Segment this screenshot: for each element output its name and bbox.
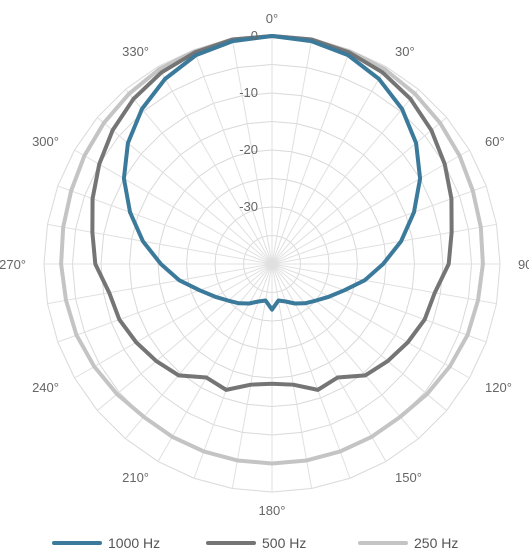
legend-swatch (206, 541, 256, 545)
grid-spoke (271, 66, 387, 265)
chart-legend: 1000 Hz 500 Hz 250 Hz (0, 532, 529, 554)
grid-spoke (125, 263, 273, 439)
angle-label: 240° (32, 380, 59, 395)
polar-grid (43, 35, 501, 493)
legend-swatch (358, 541, 408, 545)
grid-spoke (97, 263, 273, 411)
angle-label: 150° (395, 470, 422, 485)
grid-spoke (193, 49, 273, 265)
grid-spoke (57, 263, 273, 343)
radial-tick-label: -30 (239, 199, 258, 214)
grid-spoke (271, 263, 447, 411)
grid-spoke (47, 223, 273, 265)
grid-spoke (271, 263, 497, 305)
angle-label: 0° (266, 11, 278, 26)
series-line (90, 34, 454, 392)
grid-spoke (74, 149, 273, 265)
angle-label: 180° (259, 503, 286, 518)
angle-label: 90° (518, 257, 529, 272)
series-line (59, 34, 485, 466)
grid-spoke (271, 263, 387, 462)
polar-chart: 0 -10 -20 -30 0° 30° 60° 90° 120° 150° 180° 210° 240… (0, 11, 529, 518)
series-layer (59, 34, 485, 466)
grid-spoke (271, 89, 419, 265)
grid-spoke (74, 263, 273, 379)
legend-label: 250 Hz (414, 535, 459, 551)
grid-spoke (157, 263, 273, 462)
legend-item[interactable]: 250 Hz (358, 532, 458, 554)
grid-spoke (231, 39, 273, 265)
radial-tick-label: 0 (251, 28, 258, 43)
grid-spoke (157, 66, 273, 265)
radial-tick-label: -20 (239, 142, 258, 157)
angle-label: 300° (32, 134, 59, 149)
grid-spoke (271, 149, 470, 265)
legend-item[interactable]: 1000 Hz (52, 532, 160, 554)
angle-label: 60° (485, 134, 505, 149)
grid-spoke (125, 89, 273, 265)
angle-label: 30° (395, 44, 415, 59)
series-line (121, 34, 423, 312)
radial-tick-label: -10 (239, 85, 258, 100)
grid-spoke (271, 263, 419, 439)
grid-spoke (271, 263, 470, 379)
grid-spoke (271, 39, 313, 265)
legend-item[interactable]: 500 Hz (206, 532, 306, 554)
legend-label: 1000 Hz (108, 535, 161, 551)
grid-spoke (271, 263, 487, 343)
angle-label: 120° (485, 380, 512, 395)
chart-labels: 0 -10 -20 -30 0° 30° 60° 90° 120° 150° 180° 210° 240… (0, 11, 529, 518)
angle-label: 270° (0, 257, 26, 272)
grid-spoke (271, 49, 351, 265)
angle-label: 330° (122, 44, 149, 59)
grid-spoke (47, 263, 273, 305)
legend-label: 500 Hz (262, 535, 307, 551)
legend-swatch (52, 541, 102, 545)
angle-label: 210° (122, 470, 149, 485)
grid-spoke (271, 223, 497, 265)
